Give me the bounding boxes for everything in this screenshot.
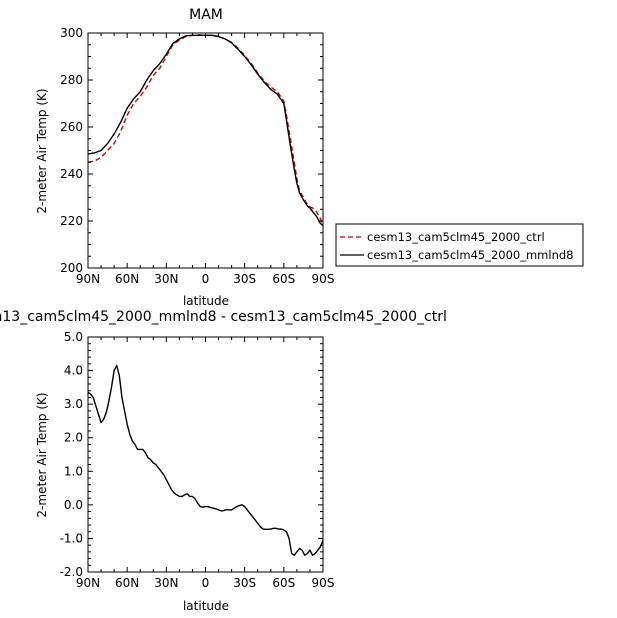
bottom-panel-y-tick-label: 0.0 <box>64 498 83 512</box>
legend-label-ctrl: cesm13_cam5clm45_2000_ctrl <box>367 230 545 244</box>
bottom-panel-y-tick-label: 1.0 <box>64 464 83 478</box>
legend: cesm13_cam5clm45_2000_ctrl cesm13_cam5cl… <box>335 223 584 267</box>
top-panel-y-tick-label: 300 <box>60 26 83 40</box>
top-panel-x-axis-label: latitude <box>183 294 229 308</box>
bottom-panel: cesm13_cam5clm45_2000_mmlnd8 - cesm13_ca… <box>0 309 447 613</box>
top-panel-y-tick-label: 260 <box>60 120 83 134</box>
bottom-panel-ticks-group: 90N 60N 30N 0 30S 60S 90S 5.0 4.0 3.0 2.0 1.0 0.0 -1.… <box>60 330 335 590</box>
bottom-panel-x-tick-label: 0 <box>202 576 210 590</box>
top-panel-y-axis-label: 2-meter Air Temp (K) <box>35 88 49 213</box>
top-panel-x-tick-label: 0 <box>202 272 210 286</box>
top-panel-ticks-group: 90N 60N 30N 0 30S 60S 90S 200 220 240 260 280 300 <box>60 26 334 286</box>
bottom-panel-series-group <box>87 364 324 556</box>
top-panel-series-line-1 <box>87 34 324 227</box>
bottom-panel-y-tick-label: 5.0 <box>64 330 83 344</box>
legend-label-mmlnd8: cesm13_cam5clm45_2000_mmlnd8 <box>367 248 574 262</box>
bottom-panel-y-axis-label: 2-meter Air Temp (K) <box>35 392 49 517</box>
bottom-panel-x-axis-label: latitude <box>183 599 229 613</box>
top-panel-x-tick-label: 90S <box>312 272 335 286</box>
bottom-panel-y-tick-label: -2.0 <box>60 565 83 579</box>
bottom-panel-x-tick-label: 60N <box>115 576 139 590</box>
top-panel-series-group <box>87 34 324 227</box>
top-panel: MAM 90N 60N 30N 0 30S 60S 90S 200 220 240 260 280 30… <box>35 7 334 308</box>
bottom-panel-y-tick-label: -1.0 <box>60 531 83 545</box>
legend-box <box>335 223 584 267</box>
bottom-panel-x-tick-label: 30S <box>233 576 256 590</box>
top-panel-y-tick-label: 280 <box>60 73 83 87</box>
top-panel-x-tick-label: 30N <box>154 272 178 286</box>
bottom-panel-x-tick-label: 60S <box>272 576 295 590</box>
top-panel-x-tick-label: 60N <box>115 272 139 286</box>
bottom-panel-y-tick-label: 3.0 <box>64 397 83 411</box>
bottom-panel-x-tick-label: 30N <box>154 576 178 590</box>
top-panel-title: MAM <box>189 7 223 23</box>
bottom-panel-series-line-0 <box>87 364 324 556</box>
top-panel-x-tick-label: 60S <box>272 272 295 286</box>
top-panel-frame <box>87 32 324 269</box>
bottom-panel-y-tick-label: 4.0 <box>64 364 83 378</box>
bottom-panel-x-tick-label: 90S <box>312 576 335 590</box>
bottom-panel-title: cesm13_cam5clm45_2000_mmlnd8 - cesm13_ca… <box>0 309 447 325</box>
top-panel-y-tick-label: 240 <box>60 167 83 181</box>
bottom-panel-x-tick-label: 90N <box>76 576 100 590</box>
top-panel-x-tick-label: 90N <box>76 272 100 286</box>
top-panel-x-tick-label: 30S <box>233 272 256 286</box>
bottom-panel-y-tick-label: 2.0 <box>64 431 83 445</box>
top-panel-y-tick-label: 200 <box>60 261 83 275</box>
top-panel-y-tick-label: 220 <box>60 214 83 228</box>
